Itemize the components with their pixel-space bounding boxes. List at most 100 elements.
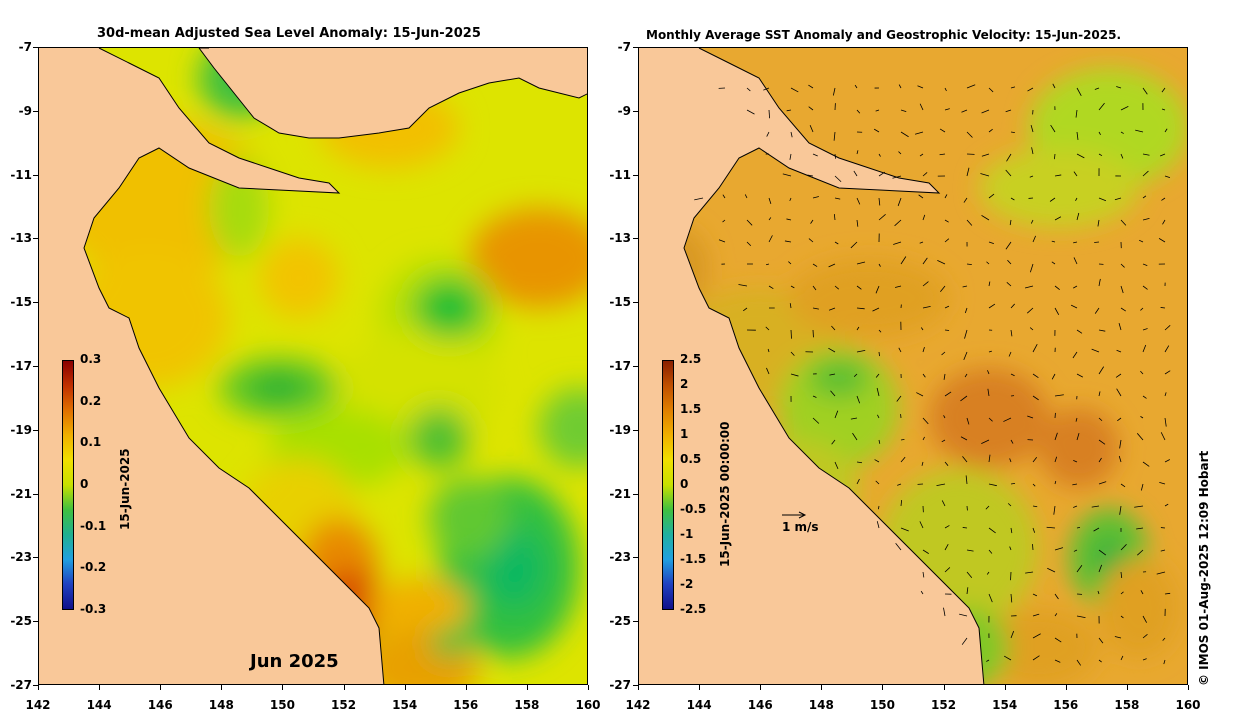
velocity-vector (1140, 307, 1144, 311)
y-tick-mark (33, 110, 38, 112)
velocity-vector (1134, 505, 1144, 508)
velocity-vector (988, 128, 993, 133)
velocity-vector (1052, 83, 1056, 89)
velocity-vector (873, 128, 880, 133)
velocity-vector (1120, 544, 1127, 551)
y-tick-mark (33, 429, 38, 431)
velocity-vector (1010, 482, 1016, 485)
velocity-vector (1120, 571, 1123, 579)
velocity-vector (1010, 373, 1015, 377)
colorbar-tick-label: 2 (680, 377, 689, 391)
left-colorbar (62, 360, 74, 610)
velocity-vector (1120, 219, 1127, 226)
velocity-vector (768, 109, 770, 119)
x-tick-label: 158 (1114, 698, 1140, 712)
velocity-vectors (694, 83, 1171, 666)
velocity-vector (876, 521, 880, 529)
velocity-vector (1006, 153, 1012, 162)
velocity-vector (856, 349, 866, 353)
velocity-vector (829, 373, 836, 376)
velocity-vector (790, 87, 799, 93)
velocity-vector (854, 84, 858, 89)
velocity-vector (1032, 527, 1036, 533)
y-tick-mark (33, 47, 38, 48)
velocity-vector (1054, 394, 1064, 397)
y-tick-mark (33, 493, 38, 495)
y-tick-mark (633, 238, 638, 240)
velocity-vector (897, 483, 902, 486)
colorbar-tick-label: 0.5 (680, 452, 702, 466)
x-tick-label: 158 (514, 698, 540, 712)
x-tick-label: 160 (575, 698, 601, 712)
velocity-vector (853, 170, 858, 177)
velocity-vector (987, 370, 990, 375)
velocity-vector (1076, 212, 1080, 221)
velocity-vector (981, 215, 990, 221)
velocity-vector (1031, 147, 1034, 155)
x-tick-label: 142 (625, 698, 651, 712)
velocity-vector (718, 239, 726, 243)
velocity-vector (834, 153, 836, 159)
velocity-vector (1009, 458, 1012, 463)
velocity-vector (1114, 197, 1122, 201)
velocity-vector (1051, 373, 1056, 380)
velocity-vector (1161, 108, 1166, 111)
velocity-vector (1032, 395, 1039, 401)
velocity-vector (965, 475, 968, 485)
y-tick-label: -9 (617, 103, 631, 118)
velocity-vector (1010, 329, 1013, 337)
velocity-vector (828, 263, 836, 268)
velocity-vector (1140, 590, 1144, 595)
x-tick-mark (821, 685, 823, 690)
velocity-vector (1164, 417, 1167, 427)
velocity-vector (746, 87, 751, 92)
velocity-vector (1030, 219, 1034, 224)
velocity-vector (893, 241, 902, 245)
velocity-vector (1142, 170, 1149, 177)
velocity-vector (1076, 153, 1085, 159)
x-tick-label: 146 (747, 698, 773, 712)
velocity-vector (1007, 503, 1012, 507)
velocity-vector (1030, 124, 1034, 133)
velocity-vector (966, 587, 969, 595)
velocity-vector (960, 395, 968, 402)
velocity-vector (987, 388, 990, 397)
x-tick-label: 152 (931, 698, 957, 712)
velocity-vector (959, 613, 968, 617)
velocity-vector (988, 549, 993, 554)
velocity-vector (1142, 328, 1148, 331)
velocity-vector (856, 150, 859, 155)
velocity-vector (964, 373, 968, 378)
velocity-vector (722, 219, 726, 223)
velocity-vector (1120, 615, 1124, 619)
velocity-vector (1076, 526, 1081, 529)
velocity-vector (1098, 153, 1103, 157)
velocity-vector (1164, 128, 1168, 133)
velocity-vector (1098, 549, 1107, 556)
velocity-vector (939, 128, 946, 133)
x-tick-label: 144 (86, 698, 112, 712)
velocity-vector (1027, 415, 1034, 419)
velocity-vector (1120, 655, 1124, 661)
velocity-vector (1051, 240, 1056, 243)
velocity-vector (1120, 285, 1124, 294)
left-colorbar-label: 15-Jun-2025 (118, 448, 132, 530)
velocity-vector (966, 571, 973, 579)
velocity-vector (944, 87, 947, 92)
velocity-vector (937, 260, 946, 265)
velocity-vector (922, 214, 926, 221)
velocity-vector (1054, 432, 1058, 441)
velocity-vector (1164, 503, 1169, 507)
velocity-vector (988, 281, 991, 287)
colorbar-tick-label: -0.5 (680, 502, 707, 516)
x-tick-mark (638, 685, 639, 690)
y-tick-mark (633, 302, 638, 304)
month-label: Jun 2025 (250, 651, 339, 672)
y-tick-mark (633, 685, 638, 686)
velocity-vector (1142, 461, 1150, 467)
colorbar-tick-label: 0.1 (80, 435, 102, 450)
velocity-vector (808, 84, 814, 89)
velocity-vector (1118, 455, 1122, 463)
velocity-vector (922, 281, 929, 287)
y-tick-label: -7 (617, 40, 631, 54)
